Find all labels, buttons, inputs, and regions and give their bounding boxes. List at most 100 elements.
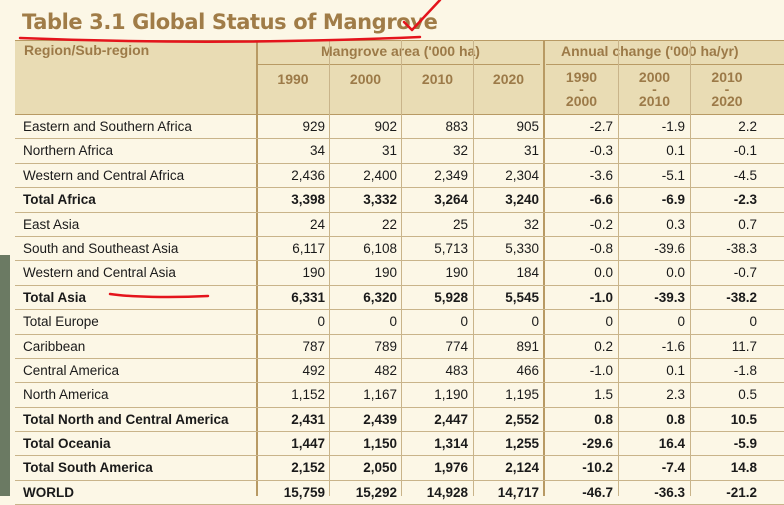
area-cell: 3,240 — [505, 192, 539, 208]
area-cell: 14,717 — [497, 484, 539, 500]
change-cell: 0 — [749, 314, 757, 330]
table-row: Caribbean 787 789 774 891 0.2 -1.6 11.7 — [15, 335, 784, 359]
area-cell: 482 — [374, 362, 397, 378]
area-cell: 2,152 — [291, 460, 325, 476]
change-cell: 0.8 — [594, 411, 613, 427]
change-cell: -1.6 — [661, 338, 685, 354]
area-cell: 902 — [374, 119, 397, 134]
area-cell: 15,292 — [355, 484, 397, 500]
area-cell: 1,255 — [505, 436, 539, 452]
change-cell: -29.6 — [582, 436, 613, 452]
change-cell: -0.7 — [733, 265, 757, 281]
row-label: Western and Central Asia — [23, 265, 176, 281]
year-header-2000: 2000 — [349, 71, 382, 87]
area-cell: 789 — [374, 338, 397, 354]
area-cell: 31 — [523, 143, 539, 159]
table-row: South and Southeast Asia 6,117 6,108 5,713 5… — [15, 237, 784, 262]
area-cell: 34 — [309, 143, 325, 159]
table-body: Eastern and Southern Africa 929 902 883 905 -… — [15, 115, 784, 505]
period-start: 1990 — [565, 69, 598, 85]
change-cell: 2.3 — [666, 387, 685, 403]
change-cell: 1.5 — [594, 387, 613, 403]
change-cell: 0.3 — [666, 216, 685, 232]
period-start: 2010 — [711, 69, 743, 85]
area-cell: 883 — [445, 119, 468, 134]
area-cell: 2,304 — [505, 167, 539, 183]
change-cell: -2.7 — [589, 119, 613, 134]
table-header — [15, 40, 784, 115]
area-cell: 190 — [374, 265, 397, 281]
area-cell: 0 — [531, 314, 539, 330]
change-cell: -1.8 — [733, 362, 757, 378]
row-label: Eastern and Southern Africa — [23, 119, 192, 134]
table-row: Total Oceania 1,447 1,150 1,314 1,255 -29.6 16… — [15, 432, 784, 457]
area-cell: 32 — [452, 143, 468, 159]
change-cell: 0.1 — [666, 362, 685, 378]
change-cell: 0.8 — [666, 411, 685, 427]
change-cell: -39.3 — [654, 289, 685, 305]
table-row: North America 1,152 1,167 1,190 1,195 1.5 2.3 0… — [15, 383, 784, 408]
area-cell: 190 — [445, 265, 468, 281]
area-cell: 1,314 — [434, 436, 468, 452]
area-cell: 25 — [452, 216, 468, 232]
change-cell: -0.3 — [589, 143, 613, 159]
change-cell: -7.4 — [661, 460, 685, 476]
change-cell: 0.5 — [738, 387, 757, 403]
change-cell: -6.6 — [589, 192, 613, 208]
table-row: Total South America 2,152 2,050 1,976 2,124 -… — [15, 456, 784, 481]
column-divider — [329, 40, 330, 496]
row-label: Total Europe — [23, 314, 99, 330]
period-end: 2000 — [565, 93, 598, 109]
period-header-2010-2020: 2010-2020 — [691, 68, 763, 110]
area-cell: 774 — [445, 338, 468, 354]
table-row: WORLD 15,759 15,292 14,928 14,717 -46.7 -36.3 -… — [15, 481, 784, 505]
period-dash: - — [724, 81, 730, 97]
column-divider — [543, 40, 545, 496]
row-label: Northern Africa — [23, 143, 114, 159]
area-cell: 190 — [302, 265, 325, 281]
area-cell: 0 — [460, 314, 468, 330]
change-group-rule — [546, 64, 784, 65]
area-cell: 1,190 — [434, 387, 468, 403]
change-cell: -0.8 — [589, 240, 613, 256]
change-cell: -0.2 — [589, 216, 613, 232]
area-cell: 32 — [523, 216, 539, 232]
change-cell: -5.9 — [733, 436, 757, 452]
period-start: 2000 — [638, 69, 671, 85]
area-cell: 2,124 — [505, 460, 539, 476]
row-label: Total Oceania — [23, 436, 111, 452]
table-title: Table 3.1 Global Status of Mangrove — [22, 10, 438, 34]
table-row: Total North and Central America 2,431 2,43… — [15, 408, 784, 433]
area-cell: 1,976 — [434, 460, 468, 476]
change-cell: -1.0 — [589, 362, 613, 378]
area-cell: 1,195 — [505, 387, 539, 403]
area-cell: 1,152 — [291, 387, 325, 403]
change-cell: -1.0 — [589, 289, 613, 305]
row-label: WORLD — [23, 484, 74, 500]
row-label: Caribbean — [23, 338, 86, 354]
area-cell: 6,108 — [363, 240, 397, 256]
area-group-header: Mangrove area ('000 ha) — [321, 43, 480, 59]
area-cell: 5,545 — [505, 289, 539, 305]
change-cell: -2.3 — [733, 192, 757, 208]
period-dash: - — [579, 81, 584, 97]
area-group-rule — [258, 64, 540, 65]
change-cell: 16.4 — [658, 436, 685, 452]
year-header-2010: 2010 — [421, 71, 454, 87]
table-row: Western and Central Africa 2,436 2,400 2,34… — [15, 164, 784, 189]
change-cell: -5.1 — [661, 167, 685, 183]
change-cell: -3.6 — [589, 167, 613, 183]
change-cell: 0.1 — [666, 143, 685, 159]
area-cell: 2,439 — [363, 411, 397, 427]
area-cell: 184 — [516, 265, 539, 281]
change-cell: 0.0 — [594, 265, 613, 281]
change-group-header: Annual change ('000 ha/yr) — [561, 43, 739, 59]
area-cell: 24 — [309, 216, 325, 232]
area-cell: 2,447 — [434, 411, 468, 427]
change-cell: 0.2 — [594, 338, 613, 354]
area-cell: 466 — [516, 362, 539, 378]
table-row: Total Africa 3,398 3,332 3,264 3,240 -6.6 -6.9… — [15, 188, 784, 213]
area-cell: 2,050 — [363, 460, 397, 476]
change-cell: -38.3 — [726, 240, 757, 256]
change-cell: -0.1 — [733, 143, 757, 159]
